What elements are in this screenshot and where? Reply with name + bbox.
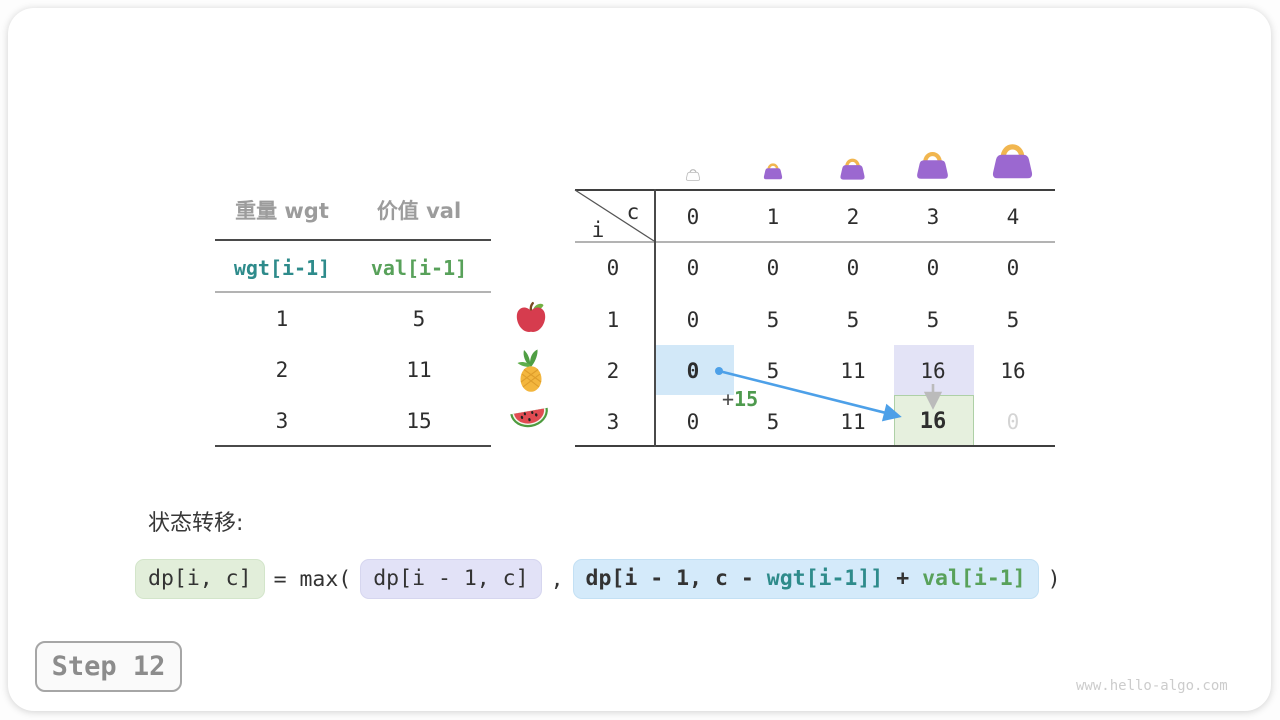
formula-option1-box: dp[i - 1, c] [360, 559, 542, 599]
bag-xlarge-icon [989, 137, 1036, 182]
plus-sign: + [722, 387, 735, 411]
bag-small-icon [762, 160, 784, 181]
formula-option2-wgt: wgt[i-1]] [766, 566, 884, 591]
corner-row-var: i [591, 218, 605, 242]
item3-value: 15 [406, 409, 432, 433]
corner-col-var: c [626, 200, 640, 224]
row-header-0: 0 [606, 256, 620, 280]
pineapple-icon [512, 349, 550, 393]
formula-close-paren: ) [1047, 566, 1061, 592]
formula-option2-prefix: dp[i - 1, c - [585, 566, 767, 591]
dp-cell-3-3-target: 16 [919, 409, 947, 434]
formula-comma: , [550, 566, 564, 592]
row-header-2: 2 [606, 359, 620, 383]
state-transition-formula: dp[i, c] = max( dp[i - 1, c] , dp[i - 1,… [135, 559, 1061, 599]
dp-cell-2-1: 5 [766, 359, 780, 383]
dp-table-bottom-rule [575, 445, 1055, 447]
add-value-annotation: +15 [722, 387, 758, 411]
wgt-index-label: wgt[i-1] [233, 256, 331, 280]
dp-cell-2-2: 11 [840, 359, 866, 383]
col-header-4: 4 [1006, 205, 1020, 229]
added-value: 15 [734, 387, 759, 411]
dp-cell-0-1: 0 [766, 256, 780, 280]
item3-weight: 3 [275, 409, 289, 433]
watermelon-icon [509, 403, 551, 437]
items-table-bottom-rule [215, 445, 491, 447]
formula-lhs-box: dp[i, c] [135, 559, 265, 599]
dp-cell-1-0: 0 [686, 308, 700, 332]
col-header-2: 2 [846, 205, 860, 229]
dp-cell-0-3: 0 [926, 256, 940, 280]
dp-cell-1-2: 5 [846, 308, 860, 332]
col-header-1: 1 [766, 205, 780, 229]
formula-option2-plus: + [883, 566, 923, 591]
dp-cell-3-2: 11 [840, 410, 866, 434]
watermark: www.hello-algo.com [1076, 678, 1228, 694]
item1-value: 5 [412, 307, 426, 331]
dp-table-top-rule [575, 189, 1055, 191]
row-header-1: 1 [606, 308, 620, 332]
items-table-header-rule [215, 239, 491, 241]
col-header-0: 0 [686, 205, 700, 229]
state-transition-title: 状态转移: [148, 511, 244, 536]
bag-outline-icon [685, 166, 701, 182]
weight-column-header: 重量 wgt [235, 199, 329, 223]
row-header-3: 3 [606, 410, 620, 434]
dp-cell-3-0: 0 [686, 410, 700, 434]
dp-cell-3-1: 5 [766, 410, 780, 434]
dp-cell-1-4: 5 [1006, 308, 1020, 332]
dp-cell-0-4: 0 [1006, 256, 1020, 280]
dp-table-vertical-rule [654, 189, 656, 447]
dp-table-header-rule [575, 241, 1055, 243]
dp-cell-0-2: 0 [846, 256, 860, 280]
item1-weight: 1 [275, 307, 289, 331]
col-header-3: 3 [926, 205, 940, 229]
dp-cell-2-0-source: 0 [686, 359, 700, 383]
dp-cell-2-3-source: 16 [920, 359, 946, 383]
bag-large-icon [914, 146, 951, 182]
value-column-header: 价值 val [376, 199, 462, 223]
val-index-label: val[i-1] [370, 256, 468, 280]
dp-cell-3-4-pending: 0 [1006, 410, 1020, 434]
formula-option2-val: val[i-1] [922, 566, 1026, 591]
item2-weight: 2 [275, 358, 289, 382]
dp-cell-1-1: 5 [766, 308, 780, 332]
formula-option2-box: dp[i - 1, c - wgt[i-1]] + val[i-1] [572, 559, 1039, 599]
dp-cell-2-4: 16 [1000, 359, 1026, 383]
step-badge: Step 12 [35, 641, 182, 692]
dp-cell-1-3: 5 [926, 308, 940, 332]
item2-value: 11 [406, 358, 432, 382]
apple-icon [513, 301, 549, 337]
formula-eq-max: = max( [273, 566, 352, 592]
bag-medium-icon [838, 154, 867, 182]
items-table-subheader-rule [215, 291, 491, 293]
dp-cell-0-0: 0 [686, 256, 700, 280]
